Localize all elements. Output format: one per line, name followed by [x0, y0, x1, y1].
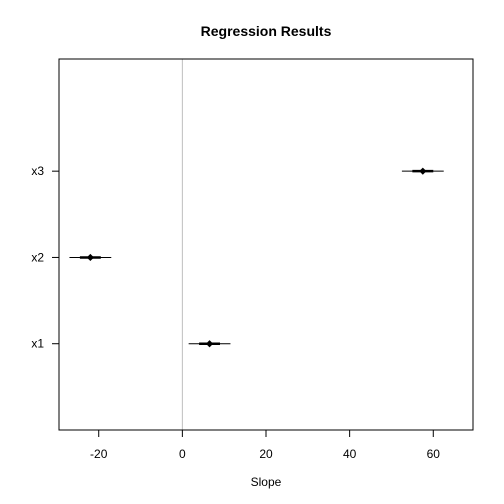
- plot-frame: [58, 58, 474, 431]
- x-tick-label: 60: [427, 447, 441, 461]
- estimate-point: [205, 340, 214, 348]
- estimate-point: [86, 253, 94, 262]
- y-tick-label: x2: [31, 250, 44, 264]
- x-tick-label: 20: [259, 447, 273, 461]
- x-tick-label: -20: [90, 447, 108, 461]
- x-tick-label: 0: [179, 447, 186, 461]
- y-tick-label: x1: [31, 337, 44, 351]
- x-tick-label: 40: [343, 447, 357, 461]
- x-axis-label: Slope: [251, 475, 282, 489]
- estimate-point: [419, 167, 427, 175]
- y-tick-label: x3: [31, 164, 44, 178]
- chart-title: Regression Results: [201, 23, 332, 39]
